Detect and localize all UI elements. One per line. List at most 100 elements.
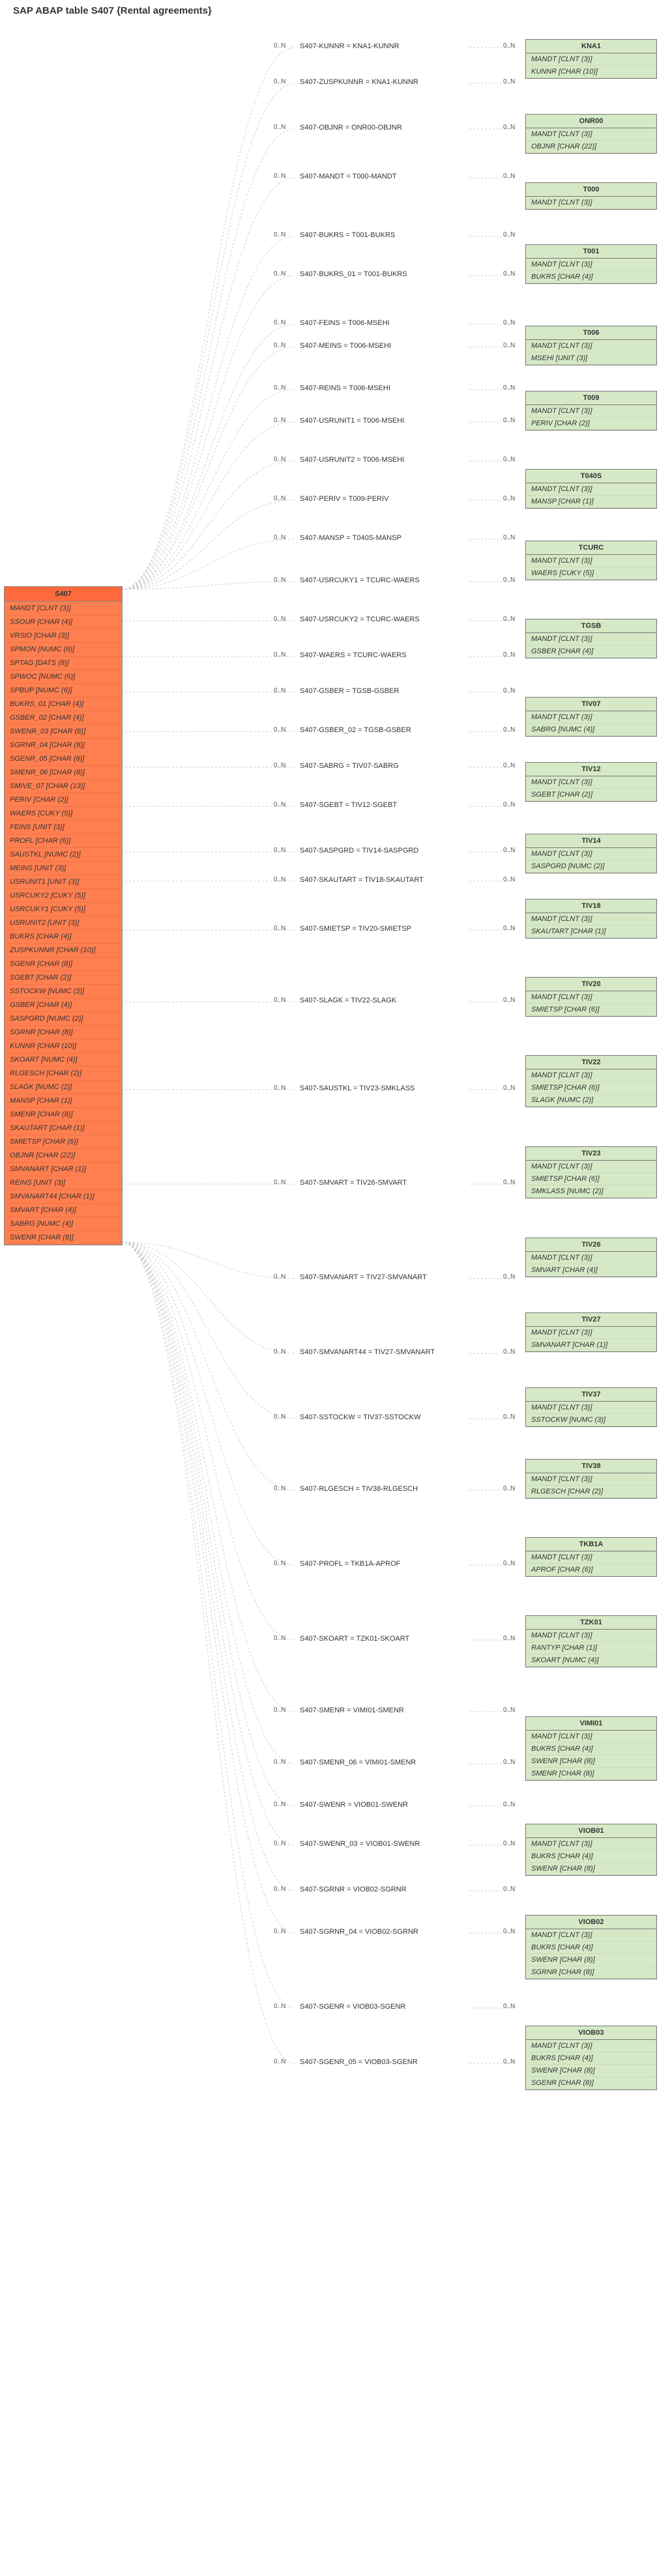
- mapping-label: S407-GSBER = TGSB-GSBER: [300, 687, 399, 695]
- target-header: KNA1: [526, 40, 656, 53]
- cardinality-left: 0..N: [274, 687, 285, 694]
- cardinality-left: 0..N: [274, 1560, 285, 1567]
- cardinality-left: 0..N: [274, 42, 285, 50]
- mapping-label: S407-SGRNR_04 = VIOB02-SGRNR: [300, 1928, 418, 1936]
- main-field: WAERS [CUKY (5)]: [5, 807, 122, 821]
- main-field: SWENR_03 [CHAR (8)]: [5, 725, 122, 739]
- target-field: SKAUTART [CHAR (1)]: [526, 926, 656, 938]
- main-field: SPTAG [DATS (8)]: [5, 657, 122, 670]
- cardinality-right: 0..N: [503, 1635, 515, 1642]
- mapping-label: S407-PROFL = TKB1A-APROF: [300, 1560, 400, 1568]
- target-field: SLAGK [NUMC (2)]: [526, 1094, 656, 1107]
- target-entity-onr00: ONR00MANDT [CLNT (3)]OBJNR [CHAR (22)]: [525, 114, 657, 154]
- target-header: VIMI01: [526, 1717, 656, 1731]
- main-field: BUKRS_01 [CHAR (4)]: [5, 698, 122, 711]
- main-field: BUKRS [CHAR (4)]: [5, 930, 122, 944]
- cardinality-right: 0..N: [503, 342, 515, 349]
- mapping-label: S407-MEINS = T006-MSEHI: [300, 342, 391, 350]
- main-field: SMENR [CHAR (8)]: [5, 1108, 122, 1122]
- cardinality-left: 0..N: [274, 342, 285, 349]
- target-header: TIV18: [526, 899, 656, 913]
- main-field: SKOART [NUMC (4)]: [5, 1053, 122, 1067]
- mapping-label: S407-SASPGRD = TIV14-SASPGRD: [300, 847, 418, 855]
- target-header: VIOB02: [526, 1916, 656, 1929]
- target-field: RLGESCH [CHAR (2)]: [526, 1486, 656, 1498]
- main-field: SSOUR [CHAR (4)]: [5, 616, 122, 629]
- cardinality-right: 0..N: [503, 1759, 515, 1766]
- cardinality-right: 0..N: [503, 417, 515, 424]
- cardinality-right: 0..N: [503, 270, 515, 277]
- target-header: TIV07: [526, 698, 656, 711]
- cardinality-right: 0..N: [503, 1179, 515, 1186]
- main-field: SSTOCKW [NUMC (3)]: [5, 985, 122, 998]
- target-field: SKOART [NUMC (4)]: [526, 1654, 656, 1667]
- main-field: SASPGRD [NUMC (2)]: [5, 1012, 122, 1026]
- target-field: MANDT [CLNT (3)]: [526, 259, 656, 271]
- cardinality-right: 0..N: [503, 1706, 515, 1714]
- target-field: MANDT [CLNT (3)]: [526, 1161, 656, 1173]
- cardinality-left: 0..N: [274, 1886, 285, 1893]
- diagram-container: SAP ABAP table S407 {Rental agreements} …: [0, 0, 670, 2576]
- cardinality-left: 0..N: [274, 616, 285, 623]
- mapping-label: S407-SMVART = TIV26-SMVART: [300, 1179, 407, 1187]
- target-header: TIV20: [526, 978, 656, 991]
- cardinality-left: 0..N: [274, 78, 285, 85]
- cardinality-left: 0..N: [274, 231, 285, 238]
- cardinality-left: 0..N: [274, 1348, 285, 1355]
- target-header: T001: [526, 245, 656, 259]
- cardinality-right: 0..N: [503, 384, 515, 391]
- target-field: SGEBT [CHAR (2)]: [526, 789, 656, 801]
- cardinality-left: 0..N: [274, 456, 285, 463]
- mapping-label: S407-GSBER_02 = TGSB-GSBER: [300, 726, 411, 734]
- cardinality-right: 0..N: [503, 925, 515, 932]
- target-field: MANDT [CLNT (3)]: [526, 848, 656, 860]
- cardinality-right: 0..N: [503, 801, 515, 808]
- target-field: APROF [CHAR (6)]: [526, 1564, 656, 1576]
- mapping-label: S407-WAERS = TCURC-WAERS: [300, 651, 407, 659]
- target-field: SGRNR [CHAR (8)]: [526, 1966, 656, 1979]
- cardinality-left: 0..N: [274, 1928, 285, 1935]
- cardinality-right: 0..N: [503, 762, 515, 769]
- target-field: SWENR [CHAR (8)]: [526, 1954, 656, 1966]
- target-field: MANDT [CLNT (3)]: [526, 1473, 656, 1486]
- target-entity-tkb1a: TKB1AMANDT [CLNT (3)]APROF [CHAR (6)]: [525, 1537, 657, 1577]
- cardinality-left: 0..N: [274, 1840, 285, 1847]
- cardinality-right: 0..N: [503, 231, 515, 238]
- target-header: TIV14: [526, 834, 656, 848]
- main-field: OBJNR [CHAR (22)]: [5, 1149, 122, 1163]
- main-field: SKAUTART [CHAR (1)]: [5, 1122, 122, 1135]
- cardinality-right: 0..N: [503, 173, 515, 180]
- target-entity-t040s: T040SMANDT [CLNT (3)]MANSP [CHAR (1)]: [525, 469, 657, 509]
- target-field: SMIETSP [CHAR (6)]: [526, 1173, 656, 1185]
- main-field: ZUSPKUNNR [CHAR (10)]: [5, 944, 122, 957]
- target-field: SMVANART [CHAR (1)]: [526, 1339, 656, 1352]
- target-field: BUKRS [CHAR (4)]: [526, 271, 656, 283]
- mapping-label: S407-SMVANART44 = TIV27-SMVANART: [300, 1348, 435, 1356]
- cardinality-left: 0..N: [274, 1273, 285, 1281]
- mapping-label: S407-SGENR = VIOB03-SGENR: [300, 2003, 405, 2011]
- cardinality-right: 0..N: [503, 78, 515, 85]
- target-field: SGENR [CHAR (8)]: [526, 2077, 656, 2089]
- cardinality-left: 0..N: [274, 1801, 285, 1808]
- main-field: SGENR [CHAR (8)]: [5, 957, 122, 971]
- target-field: MANDT [CLNT (3)]: [526, 405, 656, 418]
- main-field: MANSP [CHAR (1)]: [5, 1094, 122, 1108]
- target-header: TKB1A: [526, 1538, 656, 1551]
- target-header: T000: [526, 183, 656, 197]
- target-field: MSEHI [UNIT (3)]: [526, 352, 656, 365]
- mapping-label: S407-SMIETSP = TIV20-SMIETSP: [300, 925, 411, 933]
- target-entity-tiv37: TIV37MANDT [CLNT (3)]SSTOCKW [NUMC (3)]: [525, 1387, 657, 1427]
- target-entity-tiv27: TIV27MANDT [CLNT (3)]SMVANART [CHAR (1)]: [525, 1312, 657, 1352]
- main-field: REINS [UNIT (3)]: [5, 1176, 122, 1190]
- cardinality-right: 0..N: [503, 1084, 515, 1092]
- cardinality-left: 0..N: [274, 2003, 285, 2010]
- target-field: MANDT [CLNT (3)]: [526, 1069, 656, 1082]
- target-entity-tiv18: TIV18MANDT [CLNT (3)]SKAUTART [CHAR (1)]: [525, 899, 657, 939]
- target-entity-vimi01: VIMI01MANDT [CLNT (3)]BUKRS [CHAR (4)]SW…: [525, 1716, 657, 1781]
- cardinality-left: 0..N: [274, 384, 285, 391]
- cardinality-right: 0..N: [503, 1801, 515, 1808]
- target-field: MANDT [CLNT (3)]: [526, 1731, 656, 1743]
- target-entity-tiv22: TIV22MANDT [CLNT (3)]SMIETSP [CHAR (6)]S…: [525, 1055, 657, 1107]
- mapping-label: S407-KUNNR = KNA1-KUNNR: [300, 42, 400, 50]
- cardinality-right: 0..N: [503, 2003, 515, 2010]
